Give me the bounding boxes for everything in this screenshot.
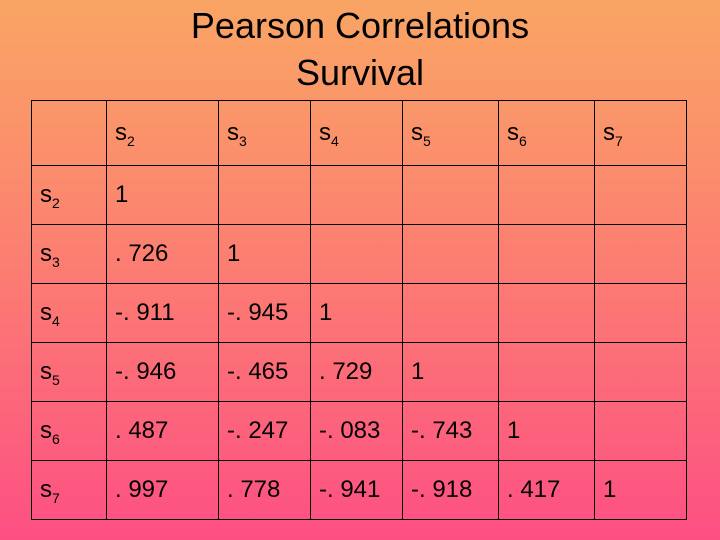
row-header: s6	[31, 401, 107, 461]
table-cell: . 778	[218, 460, 311, 520]
table-cell: -. 743	[402, 401, 499, 461]
table-cell: 1	[106, 165, 219, 225]
table-row: s3 . 726 1	[31, 224, 687, 284]
table-cell: -. 946	[106, 342, 219, 402]
table-cell: -. 945	[218, 283, 311, 343]
table-row: s4 -. 911 -. 945 1	[31, 283, 687, 343]
table-cell	[498, 283, 595, 343]
table-cell: 1	[310, 283, 403, 343]
table-cell	[498, 224, 595, 284]
row-header: s3	[31, 224, 107, 284]
table-cell	[498, 165, 595, 225]
table-cell: 1	[498, 401, 595, 461]
row-header: s5	[31, 342, 107, 402]
table-cell	[594, 401, 687, 461]
table-cell: 1	[402, 342, 499, 402]
column-header: s5	[402, 100, 499, 166]
table-cell	[594, 165, 687, 225]
table-cell	[402, 283, 499, 343]
table-cell: 1	[594, 460, 687, 520]
table-cell: -. 911	[106, 283, 219, 343]
column-header: s6	[498, 100, 595, 166]
title-line-2: Survival	[295, 52, 425, 93]
table-cell	[310, 224, 403, 284]
table-cell	[310, 165, 403, 225]
row-header: s7	[31, 460, 107, 520]
table-row: s5 -. 946 -. 465 . 729 1	[31, 342, 687, 402]
correlation-table: s2 s3 s4 s5 s6 s7 s2 1 s3 . 726 1 s4 -. …	[31, 100, 687, 520]
table-cell	[218, 165, 311, 225]
column-header: s3	[218, 100, 311, 166]
table-cell	[402, 224, 499, 284]
table-cell: -. 918	[402, 460, 499, 520]
table-row: s2 1	[31, 165, 687, 225]
row-header: s4	[31, 283, 107, 343]
table-cell: . 997	[106, 460, 219, 520]
table-row: s7 . 997 . 778 -. 941 -. 918 . 417 1	[31, 460, 687, 520]
table-cell: . 417	[498, 460, 595, 520]
column-header: s2	[106, 100, 219, 166]
table-cell	[402, 165, 499, 225]
row-header: s2	[31, 165, 107, 225]
corner-cell	[31, 100, 107, 166]
table-cell: -. 465	[218, 342, 311, 402]
table-cell: 1	[218, 224, 311, 284]
title-line-1: Pearson Correlations	[190, 5, 530, 46]
column-header: s4	[310, 100, 403, 166]
table-header-row: s2 s3 s4 s5 s6 s7	[31, 100, 687, 166]
table-cell: -. 247	[218, 401, 311, 461]
table-cell: . 726	[106, 224, 219, 284]
table-cell: . 487	[106, 401, 219, 461]
page-title: Pearson Correlations Survival	[0, 2, 720, 96]
table-cell: -. 941	[310, 460, 403, 520]
table-cell: . 729	[310, 342, 403, 402]
table-cell	[594, 224, 687, 284]
table-row: s6 . 487 -. 247 -. 083 -. 743 1	[31, 401, 687, 461]
table-cell	[594, 283, 687, 343]
table-cell	[594, 342, 687, 402]
table-cell: -. 083	[310, 401, 403, 461]
table-cell	[498, 342, 595, 402]
column-header: s7	[594, 100, 687, 166]
